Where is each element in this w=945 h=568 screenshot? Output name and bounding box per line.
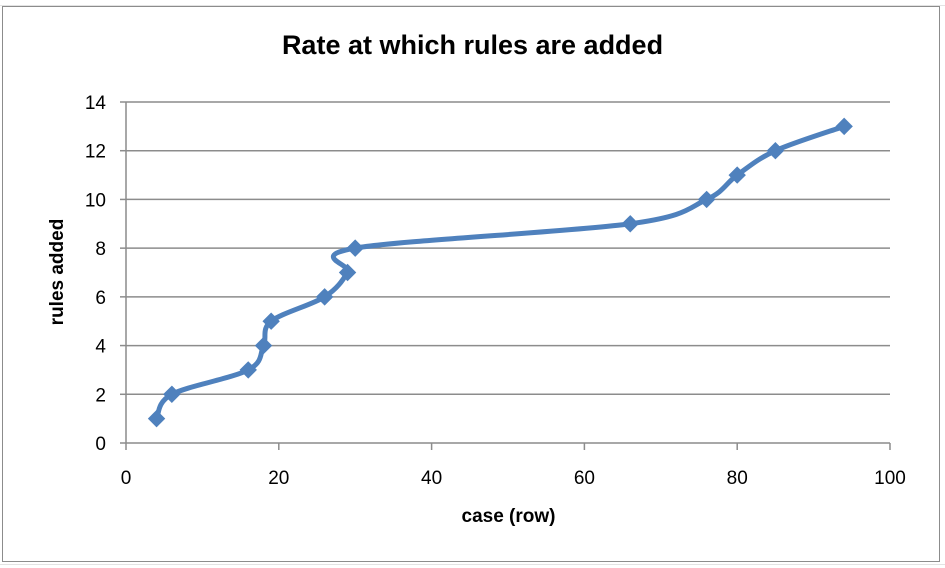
chart-area[interactable] bbox=[2, 6, 940, 562]
y-tick-label: 8 bbox=[95, 239, 106, 260]
x-tick-label: 100 bbox=[874, 468, 906, 489]
x-axis-title: case (row) bbox=[461, 506, 556, 527]
data-point-marker[interactable] bbox=[315, 288, 334, 306]
data-point-marker[interactable] bbox=[728, 166, 746, 184]
x-tick-label: 20 bbox=[268, 468, 289, 489]
y-tick-label: 12 bbox=[85, 142, 106, 163]
x-tick-label: 60 bbox=[574, 468, 595, 489]
data-point-marker[interactable] bbox=[697, 190, 716, 209]
y-tick-label: 0 bbox=[95, 434, 106, 455]
data-point-marker[interactable] bbox=[254, 336, 273, 355]
x-tick-label: 40 bbox=[421, 468, 442, 489]
data-point-marker[interactable] bbox=[766, 142, 785, 160]
y-tick-label: 6 bbox=[95, 288, 106, 309]
y-tick-label: 14 bbox=[85, 93, 107, 114]
y-tick-label: 4 bbox=[95, 337, 106, 358]
data-point-marker[interactable] bbox=[262, 312, 280, 330]
data-point-marker[interactable] bbox=[338, 263, 357, 282]
y-tick-label: 2 bbox=[95, 385, 106, 406]
x-tick-label: 0 bbox=[121, 468, 132, 489]
data-point-marker[interactable] bbox=[163, 385, 181, 403]
x-tick-label: 80 bbox=[727, 468, 748, 489]
chart-title: Rate at which rules are added bbox=[281, 30, 664, 60]
y-tick-label: 10 bbox=[85, 190, 106, 211]
data-point-marker[interactable] bbox=[239, 361, 257, 379]
data-point-marker[interactable] bbox=[346, 239, 364, 257]
data-point-marker[interactable] bbox=[835, 117, 853, 136]
data-point-marker[interactable] bbox=[147, 409, 166, 428]
data-point-marker[interactable] bbox=[621, 215, 639, 233]
